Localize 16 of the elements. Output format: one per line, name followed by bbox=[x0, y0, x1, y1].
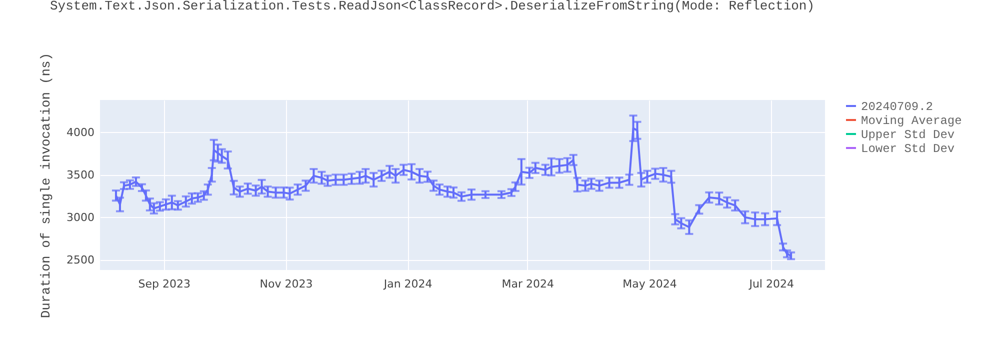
legend-label: Lower Std Dev bbox=[861, 142, 955, 156]
x-tick-label: May 2024 bbox=[622, 278, 677, 290]
legend-label: Moving Average bbox=[861, 114, 962, 128]
x-tick-label: Sep 2023 bbox=[138, 278, 191, 290]
y-axis-title: Duration of single invocation (ns) bbox=[38, 52, 54, 318]
y-tick-label: 4000 bbox=[66, 126, 94, 139]
legend-label: 20240709.2 bbox=[861, 100, 934, 114]
y-tick-label: 3000 bbox=[66, 210, 94, 224]
chart-title: System.Text.Json.Serialization.Tests.ReadJson<ClassRecord>.DeserializeFromString(Mode: Reflection) bbox=[50, 0, 815, 14]
y-tick-label: 2500 bbox=[66, 253, 94, 266]
y-tick-label: 3500 bbox=[66, 168, 94, 182]
legend-label: Upper Std Dev bbox=[861, 128, 955, 142]
x-tick-label: Jan 2024 bbox=[382, 278, 432, 290]
x-tick-label: Nov 2023 bbox=[260, 278, 313, 290]
x-tick-label: Jul 2024 bbox=[748, 278, 794, 290]
x-tick-label: Mar 2024 bbox=[502, 278, 554, 290]
